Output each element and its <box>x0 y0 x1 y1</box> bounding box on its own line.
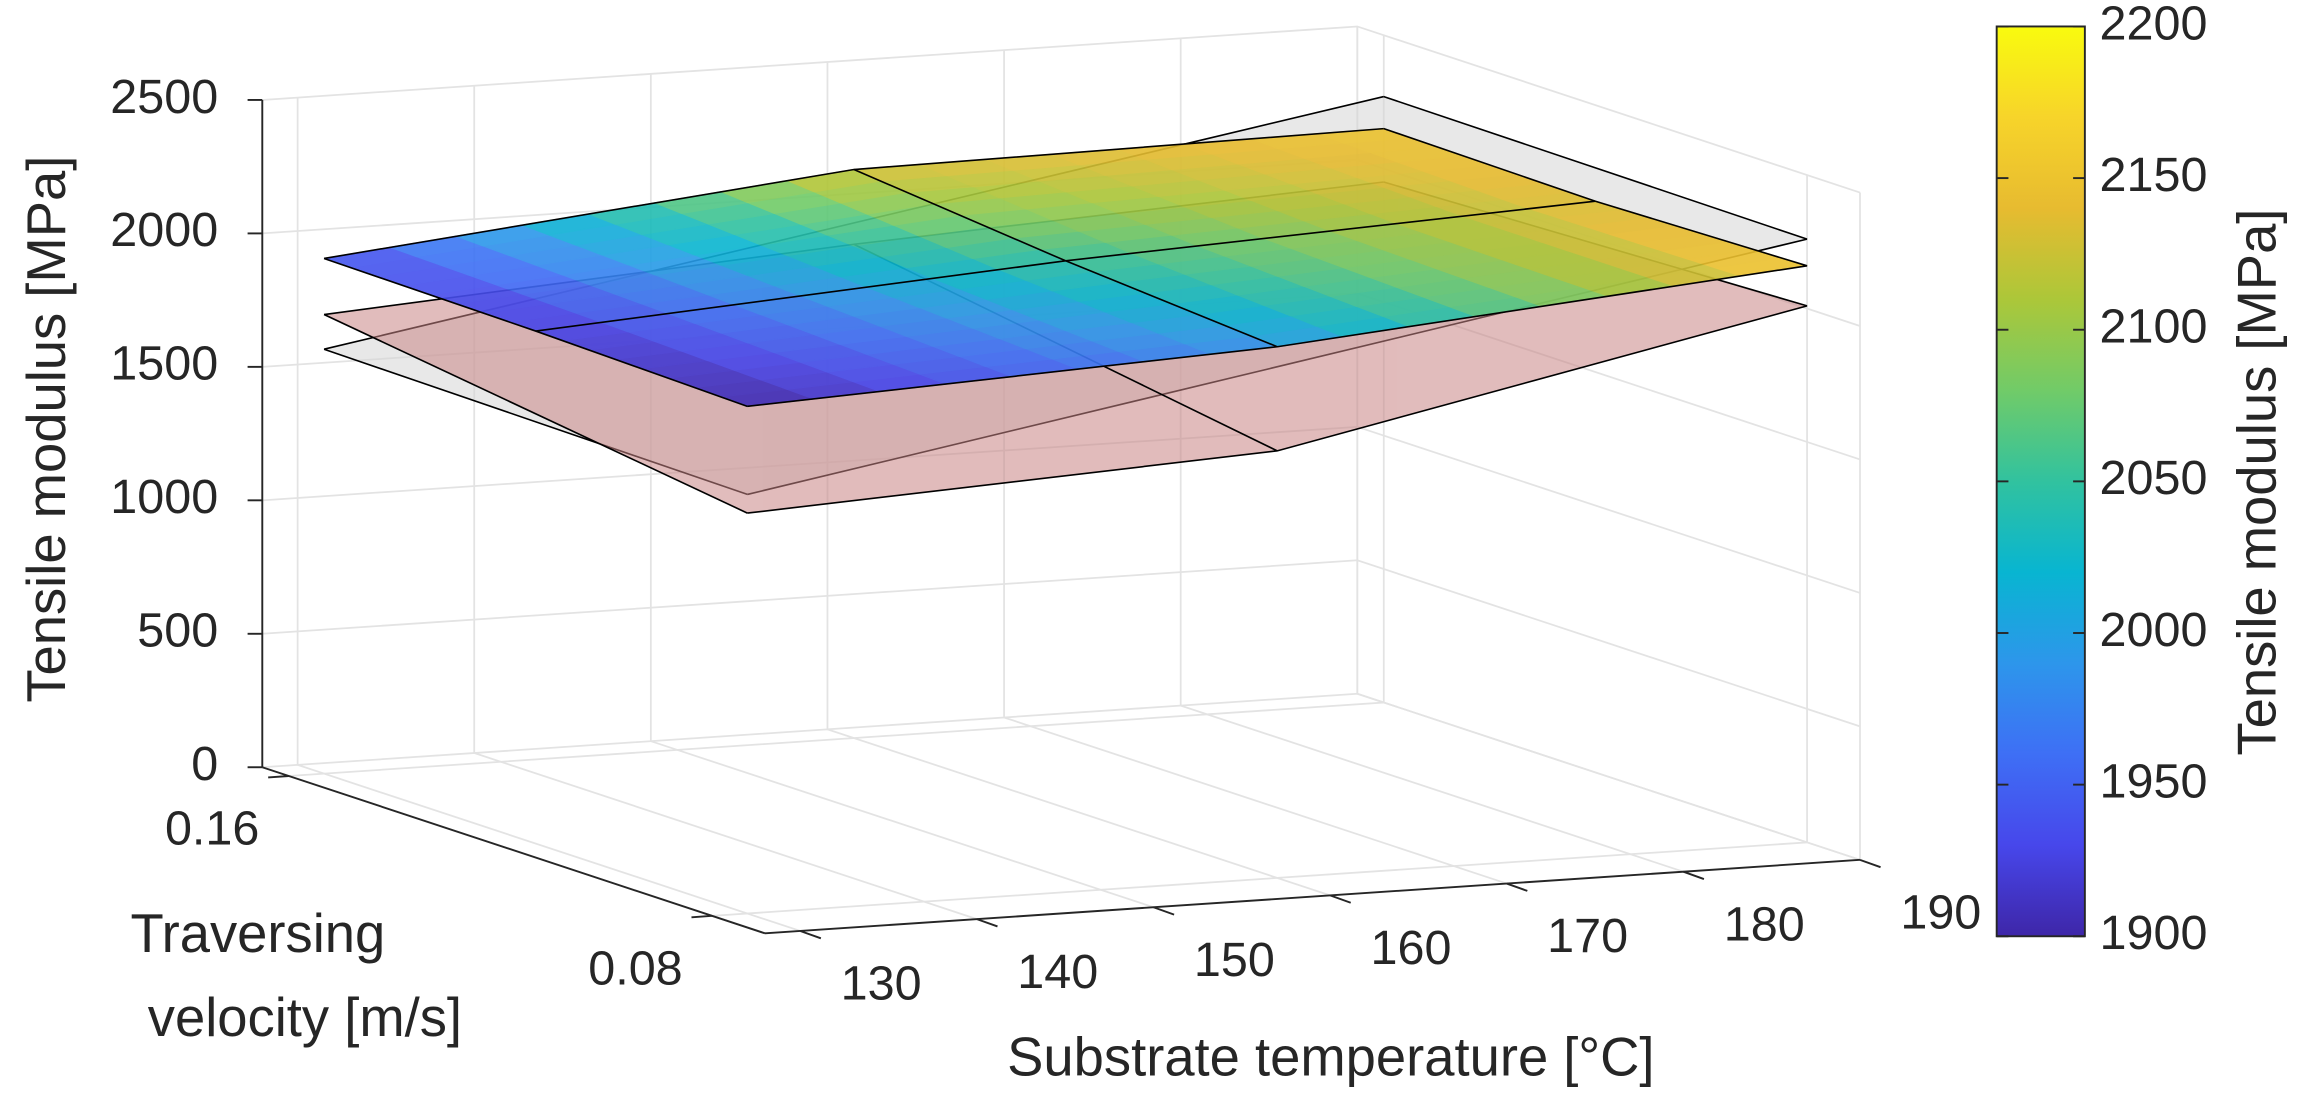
colorbar-tick-label: 2050 <box>2100 451 2208 505</box>
z-tick-label: 1500 <box>110 337 218 391</box>
x-tick-label: 150 <box>1194 933 1275 987</box>
y-tick-label: 0.16 <box>165 802 259 856</box>
colorbar-tick-label: 2000 <box>2100 603 2208 657</box>
y-tick-label: 0.08 <box>588 942 682 996</box>
z-tick-label: 0 <box>191 737 218 791</box>
x-tick-label: 160 <box>1371 921 1452 975</box>
y-tick <box>691 914 713 919</box>
z-tick-label: 2000 <box>110 203 218 257</box>
colorbar-tick-label: 2100 <box>2100 300 2208 354</box>
x-tick-label: 170 <box>1547 909 1628 963</box>
z-axis-label: Tensile modulus [MPa] <box>16 156 77 703</box>
colorbar-tick-label: 2150 <box>2100 148 2208 202</box>
x-tick-label: 130 <box>841 957 922 1011</box>
x-tick-label: 190 <box>1900 886 1981 940</box>
colorbar-tick-label: 1950 <box>2100 754 2208 808</box>
y-axis-label: Traversing <box>130 903 385 964</box>
y-tick <box>268 775 289 779</box>
x-tick <box>1683 870 1705 880</box>
z-grid-line <box>262 692 1861 861</box>
x-tick-label: 180 <box>1724 897 1805 951</box>
x-axis <box>764 858 1861 935</box>
x-tick <box>1506 882 1528 892</box>
z-tick-label: 2500 <box>110 70 218 124</box>
x-tick <box>976 918 998 928</box>
colorbar-tick-label: 1900 <box>2100 906 2208 960</box>
colorbar <box>1995 25 2086 938</box>
x-grid-line <box>296 97 801 932</box>
z-tick-label: 500 <box>137 604 218 658</box>
surface-edge <box>1383 95 1808 240</box>
surface-edge <box>323 257 748 408</box>
x-tick <box>1153 906 1175 916</box>
surface <box>323 128 1808 407</box>
z-tick-label: 1000 <box>110 470 218 524</box>
y-axis <box>261 766 766 935</box>
colorbar-tick-label: 2200 <box>2100 0 2208 50</box>
y-axis-label: velocity [m/s] <box>148 987 462 1048</box>
y-grid-line <box>711 175 1808 917</box>
surface-edge <box>853 168 1278 348</box>
surface-edge <box>323 313 748 514</box>
x-tick <box>1329 894 1352 904</box>
x-tick <box>799 930 822 940</box>
x-axis-label: Substrate temperature [°C] <box>1007 1027 1654 1088</box>
colorbar-label: Tensile modulus [MPa] <box>2227 209 2288 756</box>
z-grid-line <box>262 559 1861 728</box>
x-tick-label: 140 <box>1017 945 1098 999</box>
surface-edge <box>1383 127 1808 267</box>
x-tick <box>1859 858 1881 869</box>
